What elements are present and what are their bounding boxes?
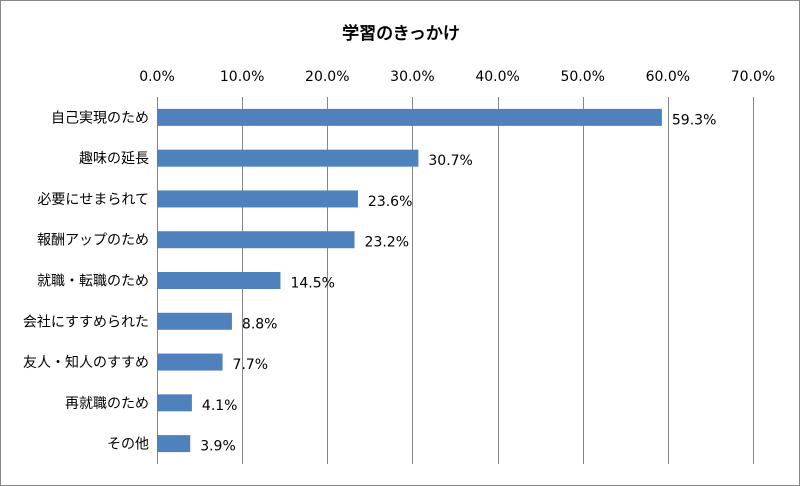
bar <box>157 312 232 330</box>
bar <box>157 231 355 249</box>
x-tick-label: 40.0% <box>475 69 519 85</box>
chart-title: 学習のきっかけ <box>342 23 460 44</box>
x-tick-label: 10.0% <box>220 69 264 85</box>
data-label: 7.7% <box>233 357 269 373</box>
category-label: 自己実現のため <box>51 110 149 126</box>
data-label: 23.2% <box>365 235 409 251</box>
data-label: 8.8% <box>242 316 278 332</box>
x-tick-label: 20.0% <box>305 69 349 85</box>
category-label: 趣味の延長 <box>79 151 149 167</box>
x-tick-label: 50.0% <box>560 69 604 85</box>
category-labels: 自己実現のため趣味の延長必要にせまられて報酬アップのため就職・転職のため会社にす… <box>23 110 149 452</box>
category-label: 友人・知人のすすめ <box>23 354 149 371</box>
x-tick-label: 60.0% <box>646 69 690 85</box>
data-label: 14.5% <box>290 276 334 292</box>
bar <box>157 190 358 208</box>
x-tick-label: 0.0% <box>139 69 175 85</box>
bar <box>157 272 281 289</box>
category-label: 報酬アップのため <box>37 233 149 249</box>
data-label: 23.6% <box>368 194 412 210</box>
data-label: 3.9% <box>200 439 236 455</box>
data-labels: 59.3% 30.7% 23.6% 23.2% 14.5% 8.8% 7.7% 4.1% 3.9… <box>200 112 716 454</box>
bars <box>157 108 662 453</box>
category-label: 就職・転職のため <box>37 274 149 290</box>
category-label: 再就職のため <box>65 396 149 412</box>
category-label: その他 <box>107 437 149 453</box>
bar <box>157 149 419 167</box>
x-tick-label: 70.0% <box>731 69 775 85</box>
data-label: 59.3% <box>672 112 716 128</box>
bar <box>157 353 223 371</box>
category-label: 会社にすすめられた <box>23 314 149 330</box>
bar <box>157 435 191 453</box>
data-label: 4.1% <box>202 398 238 414</box>
category-label: 必要にせまられて <box>37 192 149 208</box>
x-axis-ticks: 0.0% 10.0% 20.0% 30.0% 40.0% 50.0% 60.0% 70.0% <box>139 69 775 85</box>
bar <box>157 394 192 412</box>
data-label: 30.7% <box>428 153 472 169</box>
x-tick-label: 30.0% <box>390 69 434 85</box>
bar <box>157 108 662 126</box>
